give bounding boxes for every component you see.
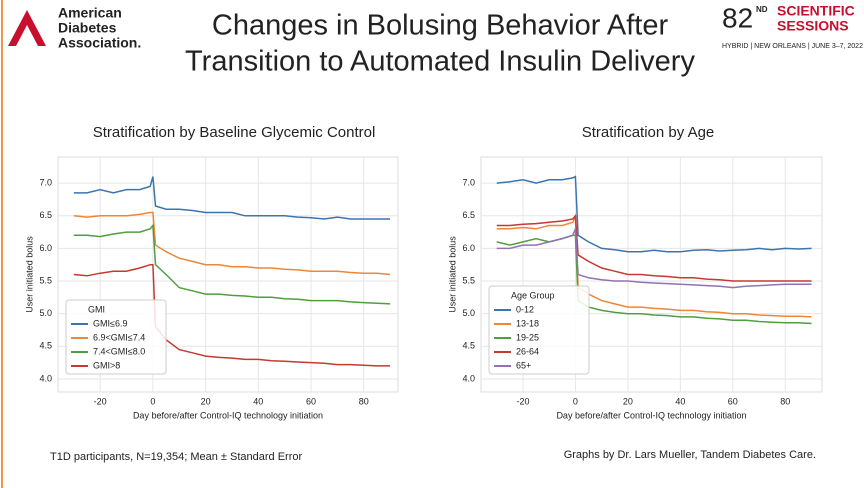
legend-label: GMI≤6.9: [93, 318, 127, 328]
y-tick-label: 5.5: [462, 275, 475, 285]
slide-title: Changes in Bolusing Behavior After: [212, 10, 669, 42]
y-axis-label: User initiated bolus: [24, 236, 34, 313]
legend-label: 0-12: [516, 304, 534, 314]
x-tick-label: 80: [780, 396, 790, 406]
event-name: SCIENTIFIC: [777, 3, 855, 19]
event-name: SESSIONS: [777, 18, 849, 34]
series-line: [73, 176, 391, 220]
org-name: American: [58, 5, 122, 21]
y-tick-label: 6.5: [462, 210, 475, 220]
x-tick-label: -20: [94, 396, 107, 406]
legend-box: [488, 285, 590, 375]
series-line: [496, 213, 812, 282]
legend-label: GMI>8: [93, 360, 120, 370]
x-axis-label: Day before/after Control-IQ technology i…: [133, 410, 323, 420]
event-suffix: ND: [756, 5, 768, 14]
y-tick-label: 4.0: [39, 373, 52, 383]
y-tick-label: 6.5: [39, 210, 52, 220]
legend-label: 6.9<GMI≤7.4: [93, 332, 145, 342]
y-tick-label: 4.0: [462, 373, 475, 383]
series-line: [73, 211, 391, 276]
legend-title: Age Group: [511, 290, 555, 300]
x-tick-label: 20: [201, 396, 211, 406]
credit: Graphs by Dr. Lars Mueller, Tandem Diabe…: [564, 449, 816, 461]
y-tick-label: 6.0: [462, 243, 475, 253]
logo-mark: [8, 10, 46, 46]
y-tick-label: 7.0: [39, 177, 52, 187]
x-tick-label: -20: [516, 396, 529, 406]
y-tick-label: 5.0: [39, 308, 52, 318]
x-tick-label: 0: [150, 396, 155, 406]
y-tick-label: 5.0: [462, 308, 475, 318]
y-axis-label: User initiated bolus: [447, 236, 457, 313]
x-tick-label: 60: [306, 396, 316, 406]
org-name: Association.: [58, 35, 141, 51]
x-tick-label: 20: [623, 396, 633, 406]
x-tick-label: 40: [253, 396, 263, 406]
x-tick-label: 0: [573, 396, 578, 406]
legend-label: 19-25: [516, 332, 539, 342]
y-tick-label: 6.0: [39, 243, 52, 253]
chart-title: Stratification by Baseline Glycemic Cont…: [93, 124, 376, 141]
legend-label: 13-18: [516, 318, 539, 328]
legend-box: [65, 299, 167, 375]
slide-title: Transition to Automated Insulin Delivery: [185, 46, 695, 78]
legend-label: 7.4<GMI≤8.0: [93, 346, 145, 356]
org-name: Diabetes: [58, 20, 117, 36]
y-tick-label: 4.5: [39, 341, 52, 351]
event-number: 82: [722, 2, 753, 33]
series-line: [496, 215, 812, 318]
x-tick-label: 40: [675, 396, 685, 406]
y-tick-label: 7.0: [462, 177, 475, 187]
chart-title: Stratification by Age: [582, 124, 715, 141]
x-tick-label: 80: [359, 396, 369, 406]
series-line: [73, 263, 391, 367]
x-tick-label: 60: [728, 396, 738, 406]
legend-label: 26-64: [516, 346, 539, 356]
legend-label: 65+: [516, 360, 531, 370]
y-tick-label: 5.5: [39, 275, 52, 285]
event-details: HYBRID | NEW ORLEANS | JUNE 3–7, 2022: [722, 43, 863, 50]
series-line: [496, 175, 812, 253]
series-line: [73, 223, 391, 305]
legend-title: GMI: [88, 304, 105, 314]
x-axis-label: Day before/after Control-IQ technology i…: [556, 410, 746, 420]
footnote: T1D participants, N=19,354; Mean ± Stand…: [50, 451, 302, 463]
y-tick-label: 4.5: [462, 341, 475, 351]
series-line: [496, 228, 812, 289]
